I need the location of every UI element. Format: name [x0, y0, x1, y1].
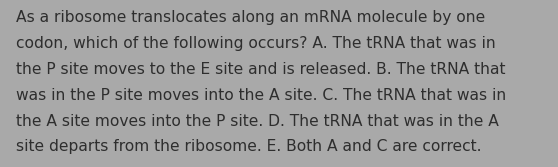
- Text: As a ribosome translocates along an mRNA molecule by one: As a ribosome translocates along an mRNA…: [16, 10, 485, 25]
- Text: the P site moves to the E site and is released. B. The tRNA that: the P site moves to the E site and is re…: [16, 62, 505, 77]
- Text: codon, which of the following occurs? A. The tRNA that was in: codon, which of the following occurs? A.…: [16, 36, 496, 51]
- Text: the A site moves into the P site. D. The tRNA that was in the A: the A site moves into the P site. D. The…: [16, 114, 498, 129]
- Text: was in the P site moves into the A site. C. The tRNA that was in: was in the P site moves into the A site.…: [16, 88, 506, 103]
- Text: site departs from the ribosome. E. Both A and C are correct.: site departs from the ribosome. E. Both …: [16, 139, 481, 154]
